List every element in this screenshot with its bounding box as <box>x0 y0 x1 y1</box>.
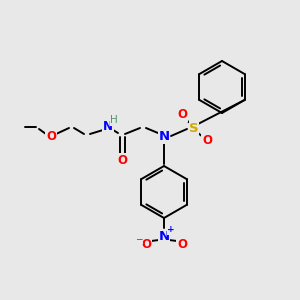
Text: O: O <box>46 130 56 143</box>
Text: O: O <box>177 109 187 122</box>
Text: −: − <box>135 235 143 244</box>
Text: +: + <box>167 226 175 235</box>
Text: N: N <box>158 230 169 242</box>
Text: N: N <box>103 119 113 133</box>
Text: O: O <box>117 154 127 166</box>
Text: S: S <box>189 122 199 134</box>
Text: O: O <box>141 238 151 251</box>
Text: N: N <box>158 130 169 143</box>
Text: O: O <box>202 134 212 148</box>
Text: O: O <box>177 238 187 251</box>
Text: H: H <box>110 115 118 125</box>
